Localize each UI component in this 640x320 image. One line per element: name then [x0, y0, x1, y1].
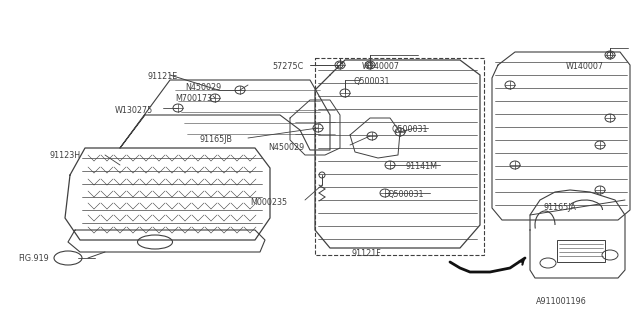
Text: 91121F: 91121F [352, 249, 381, 258]
Text: W130275: W130275 [115, 106, 153, 115]
Text: M000235: M000235 [250, 198, 287, 207]
Text: W140007: W140007 [362, 62, 400, 71]
Text: Q500031: Q500031 [354, 77, 390, 86]
Text: M700173: M700173 [175, 94, 212, 103]
Text: Q500031: Q500031 [388, 190, 424, 199]
Text: FIG.919: FIG.919 [18, 254, 49, 263]
Text: Q500031: Q500031 [392, 125, 429, 134]
Text: A911001196: A911001196 [536, 297, 587, 306]
Text: W140007: W140007 [566, 62, 604, 71]
Text: 91121E: 91121E [148, 72, 179, 81]
Text: 91141M: 91141M [405, 162, 437, 171]
Text: 57275C: 57275C [272, 62, 303, 71]
Text: 91123H: 91123H [50, 151, 81, 160]
Bar [557, 240, 605, 262]
Text: 91165JB: 91165JB [200, 135, 233, 144]
Text: N450029: N450029 [268, 143, 304, 152]
Text: 91165JA: 91165JA [543, 203, 576, 212]
Text: N450029: N450029 [185, 83, 221, 92]
